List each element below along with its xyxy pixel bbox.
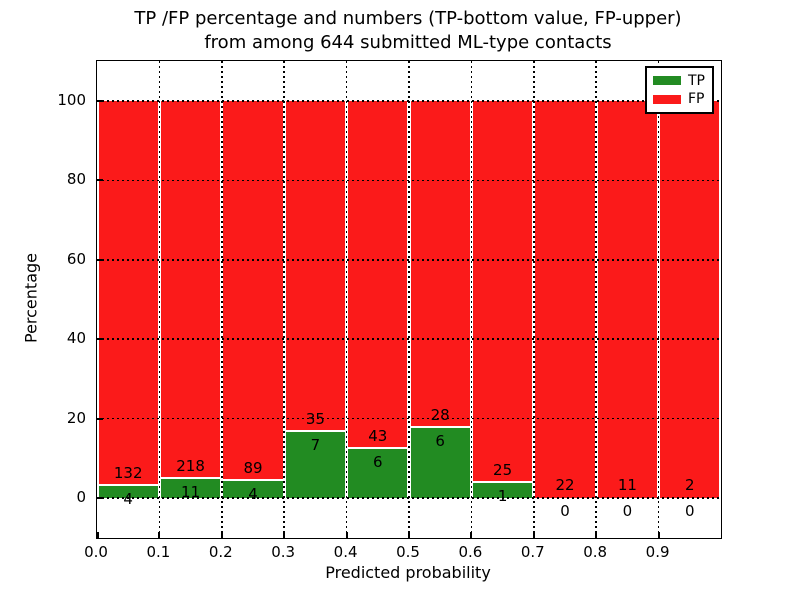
bar-fp-segment bbox=[660, 101, 720, 498]
gridline-v bbox=[408, 61, 410, 538]
chart-title-line1: TP /FP percentage and numbers (TP-bottom… bbox=[134, 8, 682, 29]
bar-fp-segment bbox=[597, 101, 658, 498]
legend: TP FP bbox=[645, 66, 714, 114]
bar-fp-segment bbox=[223, 101, 283, 479]
x-tick-mark bbox=[470, 532, 473, 538]
plot-area: 132 4 218 11 89 4 35 7 43 6 28 6 25 1 22 0 11 0 2 0 bbox=[96, 60, 722, 539]
bar-fp-segment bbox=[348, 101, 408, 448]
x-tick-mark bbox=[220, 532, 223, 538]
bar-tp-segment bbox=[160, 478, 221, 498]
bar-tp-segment bbox=[348, 449, 408, 498]
bar-fp-segment bbox=[160, 101, 221, 477]
tp-count-label: 0 bbox=[622, 502, 633, 520]
x-tick-mark bbox=[532, 532, 535, 538]
x-tick-label: 0.0 bbox=[84, 543, 108, 561]
bar-fp-segment bbox=[98, 101, 158, 485]
tp-count-label: 7 bbox=[310, 435, 321, 454]
tp-count-label: 0 bbox=[685, 502, 695, 520]
fp-count-label: 35 bbox=[305, 409, 325, 428]
gridline-v bbox=[221, 61, 223, 538]
y-tick-mark bbox=[97, 179, 103, 182]
y-tick-label: 60 bbox=[66, 249, 86, 268]
gridline-v bbox=[158, 61, 161, 538]
fp-count-label: 43 bbox=[368, 427, 388, 446]
fp-count-label: 28 bbox=[430, 405, 450, 424]
y-tick-label: 100 bbox=[57, 91, 86, 109]
legend-swatch-tp-icon bbox=[653, 76, 681, 86]
legend-item-tp: TP bbox=[653, 73, 706, 89]
fp-count-label: 132 bbox=[113, 464, 143, 483]
x-tick-mark bbox=[283, 532, 286, 538]
x-tick-label: 0.2 bbox=[208, 543, 233, 561]
gridline-v bbox=[657, 61, 660, 538]
tp-count-label: 6 bbox=[373, 453, 383, 472]
x-axis-label: Predicted probability bbox=[325, 563, 491, 582]
fp-count-label: 11 bbox=[617, 476, 637, 494]
bar-fp-segment bbox=[410, 101, 470, 426]
gridline-v bbox=[470, 61, 473, 538]
bar-tp-segment bbox=[98, 486, 158, 498]
tp-count-label: 4 bbox=[248, 484, 258, 503]
fp-count-label: 218 bbox=[176, 456, 205, 475]
tp-count-label: 1 bbox=[497, 486, 508, 505]
y-tick-label: 20 bbox=[66, 408, 86, 427]
y-tick-label: 40 bbox=[66, 329, 86, 348]
bar-tp-segment bbox=[472, 482, 533, 498]
gridline-v bbox=[595, 61, 597, 538]
fp-count-label: 2 bbox=[685, 476, 695, 494]
x-tick-label: 0.8 bbox=[583, 543, 608, 561]
bar-fp-segment bbox=[535, 101, 595, 498]
y-tick-mark bbox=[97, 258, 103, 261]
tp-count-label: 4 bbox=[123, 490, 133, 509]
x-tick-label: 0.4 bbox=[333, 543, 358, 561]
chart-title: TP /FP percentage and numbers (TP-bottom… bbox=[96, 7, 720, 55]
bar-fp-segment bbox=[285, 101, 346, 430]
x-tick-mark bbox=[657, 532, 660, 538]
bar-tp-segment bbox=[285, 431, 346, 498]
gridline-v bbox=[533, 61, 535, 538]
tp-count-label: 6 bbox=[435, 431, 445, 450]
x-tick-label: 0.1 bbox=[146, 543, 171, 561]
x-tick-label: 0.7 bbox=[520, 543, 545, 561]
y-tick-mark bbox=[97, 100, 103, 102]
fp-count-label: 22 bbox=[555, 476, 575, 494]
gridline-v bbox=[283, 61, 285, 538]
x-tick-label: 0.9 bbox=[645, 543, 670, 561]
y-tick-mark bbox=[97, 497, 103, 499]
legend-item-fp: FP bbox=[653, 91, 706, 107]
y-tick-label: 80 bbox=[66, 170, 86, 189]
y-tick-label: 0 bbox=[76, 488, 86, 506]
legend-swatch-fp-icon bbox=[653, 94, 681, 104]
x-tick-mark bbox=[595, 532, 598, 538]
x-tick-mark bbox=[97, 532, 99, 538]
x-tick-mark bbox=[158, 532, 161, 538]
y-tick-mark bbox=[97, 417, 103, 420]
x-tick-label: 0.3 bbox=[271, 543, 296, 561]
y-axis-label: Percentage bbox=[21, 252, 41, 344]
legend-label-fp: FP bbox=[688, 91, 705, 108]
x-tick-label: 0.5 bbox=[396, 543, 420, 561]
x-tick-mark bbox=[345, 532, 348, 538]
gridline-v bbox=[345, 61, 348, 538]
x-tick-mark bbox=[408, 532, 410, 538]
y-tick-mark bbox=[97, 338, 103, 341]
legend-label-tp: TP bbox=[688, 72, 705, 89]
bar-tp-segment bbox=[410, 427, 470, 498]
x-tick-label: 0.6 bbox=[458, 543, 483, 561]
bar-fp-segment bbox=[472, 101, 533, 481]
tp-count-label: 11 bbox=[181, 482, 201, 501]
tp-count-label: 0 bbox=[560, 502, 570, 520]
fp-count-label: 25 bbox=[493, 460, 513, 479]
chart-title-line2: from among 644 submitted ML-type contact… bbox=[204, 32, 612, 53]
bar-tp-segment bbox=[223, 480, 283, 498]
fp-count-label: 89 bbox=[243, 458, 263, 477]
